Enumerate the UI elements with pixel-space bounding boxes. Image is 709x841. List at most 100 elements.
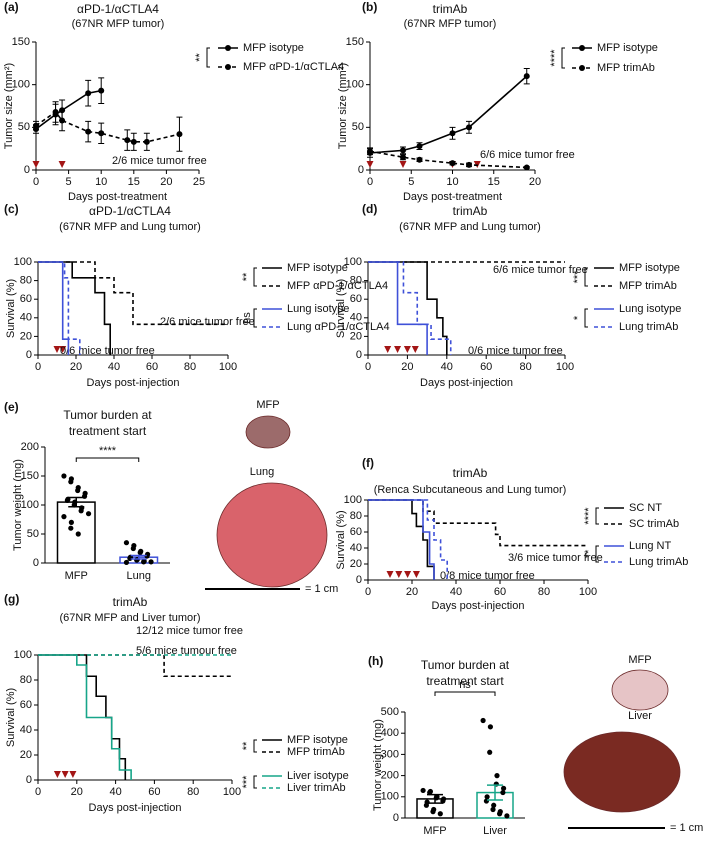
legend-marker xyxy=(579,45,585,51)
x-axis-label: Days post-injection xyxy=(89,802,182,814)
y-tick-label: 100 xyxy=(14,256,32,268)
y-tick-label: 40 xyxy=(20,724,32,736)
y-tick-label: 40 xyxy=(20,312,32,324)
panel-title: αPD-1/αCTLA4 xyxy=(77,2,159,16)
treatment-marker xyxy=(403,346,411,353)
x-tick-label: 20 xyxy=(401,361,413,373)
data-point xyxy=(52,108,59,115)
x-axis-label: Days post-injection xyxy=(432,600,525,612)
significance-bracket xyxy=(595,545,599,563)
x-axis-label: Days post-injection xyxy=(420,377,513,389)
data-point xyxy=(176,131,183,138)
significance-label: * xyxy=(572,315,584,320)
y-tick-label: 0 xyxy=(356,349,362,361)
panel-title: trimAb xyxy=(453,204,488,218)
panel-label: (d) xyxy=(362,202,377,216)
x-tick-label: 40 xyxy=(108,361,120,373)
survival-curve xyxy=(368,261,452,355)
data-point xyxy=(494,773,500,779)
series-line xyxy=(35,89,102,130)
data-point xyxy=(75,487,81,494)
y-axis-label: Survival (%) xyxy=(335,279,347,338)
y-tick-label: 80 xyxy=(350,275,362,287)
data-point xyxy=(75,531,81,537)
data-point xyxy=(420,787,426,794)
data-point xyxy=(124,137,131,144)
annotation: 2/6 mice tumor free xyxy=(160,316,255,328)
significance-bracket xyxy=(253,775,257,789)
y-axis-label: Survival (%) xyxy=(335,510,347,569)
y-tick-label: 200 xyxy=(21,441,39,453)
panel-subtitle: (67NR MFP and Lung tumor) xyxy=(399,221,541,233)
x-tick-label: 20 xyxy=(160,176,172,188)
significance-bracket xyxy=(253,739,257,753)
data-point xyxy=(68,479,74,485)
y-tick-label: 300 xyxy=(381,748,399,760)
treatment-marker xyxy=(61,771,69,778)
legend-label: SC trimAb xyxy=(629,518,679,530)
significance-label: ns xyxy=(459,679,471,691)
data-point xyxy=(466,161,472,168)
legend-label: MFP αPD-1/αCTLA4 xyxy=(243,61,344,73)
data-point xyxy=(484,794,490,800)
y-tick-label: 0 xyxy=(358,164,364,176)
significance-label: ** xyxy=(241,272,253,281)
x-tick-label: 0 xyxy=(367,176,373,188)
y-tick-label: 0 xyxy=(24,164,30,176)
treatment-marker xyxy=(386,571,394,578)
survival-curve xyxy=(38,654,232,678)
x-tick-label: 0 xyxy=(35,361,41,373)
y-tick-label: 80 xyxy=(20,674,32,686)
y-tick-label: 50 xyxy=(352,121,364,133)
x-tick-label: 25 xyxy=(193,176,205,188)
data-point xyxy=(130,138,137,145)
data-point xyxy=(480,717,486,724)
y-tick-label: 50 xyxy=(27,528,39,540)
panel-title: treatment start xyxy=(69,424,147,438)
data-point xyxy=(143,138,150,145)
significance-bracket xyxy=(253,267,257,287)
x-tick-label: 80 xyxy=(519,361,531,373)
data-point xyxy=(449,130,456,137)
x-tick-label: Liver xyxy=(483,825,507,837)
significance-label: **** xyxy=(99,445,117,457)
y-tick-label: 100 xyxy=(344,256,362,268)
x-tick-label: 20 xyxy=(529,176,541,188)
data-point xyxy=(449,160,456,167)
y-tick-label: 150 xyxy=(21,470,39,482)
y-tick-label: 100 xyxy=(346,79,364,91)
tissue-photo xyxy=(216,482,328,588)
error-bar xyxy=(130,554,147,560)
x-tick-label: 5 xyxy=(66,176,72,188)
annotation: 6/6 mice tumor free xyxy=(480,149,575,161)
survival-curve xyxy=(38,261,111,355)
x-tick-label: 60 xyxy=(146,361,158,373)
x-tick-label: 10 xyxy=(446,176,458,188)
data-point xyxy=(367,148,373,155)
data-point xyxy=(523,164,530,171)
data-point xyxy=(98,130,105,137)
y-tick-label: 0 xyxy=(393,812,399,824)
scale-label: = 1 cm xyxy=(305,583,338,595)
y-tick-label: 20 xyxy=(350,330,362,342)
data-point xyxy=(500,789,506,796)
legend-marker xyxy=(579,65,585,71)
data-point xyxy=(61,514,67,520)
y-tick-label: 100 xyxy=(344,494,362,506)
significance-bracket xyxy=(75,457,140,462)
significance-label: ** xyxy=(583,549,595,558)
legend-label: MFP isotype xyxy=(243,42,304,54)
data-point xyxy=(137,549,143,556)
legend-label: MFP trimAb xyxy=(619,280,677,292)
y-tick-label: 150 xyxy=(12,36,30,48)
panel-label: (g) xyxy=(4,592,19,606)
tissue-photo xyxy=(245,415,291,449)
panel-title: αPD-1/αCTLA4 xyxy=(89,204,171,218)
data-point xyxy=(430,809,436,815)
y-axis-label: Survival (%) xyxy=(5,279,17,338)
y-tick-label: 60 xyxy=(20,699,32,711)
survival-curve xyxy=(38,261,70,355)
annotation: 0/6 mice tumor free xyxy=(60,345,155,357)
survival-curve xyxy=(368,499,448,580)
data-point xyxy=(523,73,530,80)
